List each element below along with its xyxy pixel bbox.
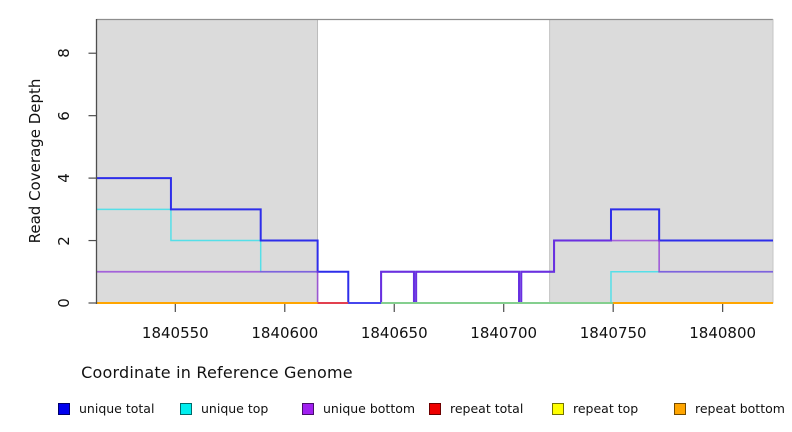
shaded-repeat-region bbox=[549, 19, 774, 304]
y-axis-tick-label: 2 bbox=[55, 235, 73, 246]
y-axis-tick-label: 0 bbox=[55, 298, 73, 308]
x-axis-tick-label: 1840700 bbox=[470, 324, 538, 342]
x-axis-title: Coordinate in Reference Genome bbox=[0, 363, 792, 382]
x-axis-title-text: Coordinate in Reference Genome bbox=[81, 363, 353, 382]
y-axis-tick-label: 6 bbox=[55, 110, 73, 121]
y-axis-tick-label: 4 bbox=[55, 173, 73, 183]
x-axis-tick-label: 1840550 bbox=[141, 324, 209, 342]
x-axis-tick-label: 1840750 bbox=[579, 324, 647, 342]
y-axis-title: Read Coverage Depth bbox=[26, 78, 44, 244]
x-axis-tick-label: 1840600 bbox=[251, 324, 319, 342]
x-axis-tick-label: 1840650 bbox=[360, 324, 428, 342]
x-axis-tick-label: 1840800 bbox=[689, 324, 757, 342]
shaded-repeat-region bbox=[96, 19, 319, 304]
y-axis-tick-label: 8 bbox=[55, 48, 73, 58]
